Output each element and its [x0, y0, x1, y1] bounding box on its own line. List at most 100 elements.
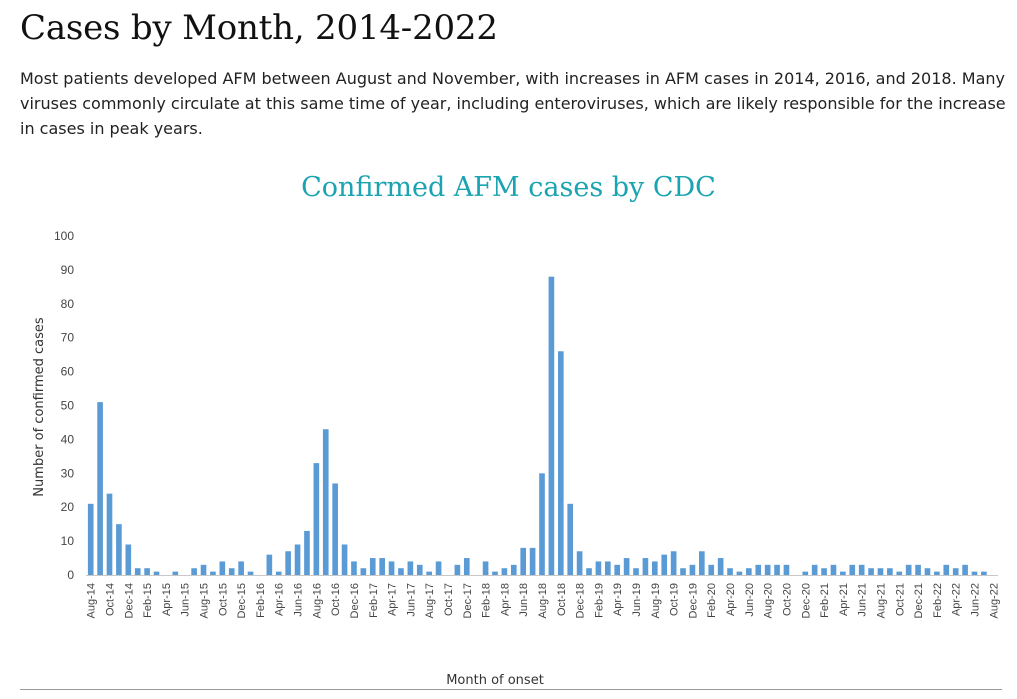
x-tick-label: Aug-16	[311, 583, 323, 618]
x-tick-label: Oct-14	[105, 583, 117, 616]
bar-Aug-21	[877, 568, 884, 575]
x-tick-label: Feb-16	[255, 583, 267, 618]
bar-Sep-20	[774, 564, 780, 575]
bar-Jan-16	[247, 571, 254, 575]
bar-May-21	[849, 564, 856, 575]
bar-Oct-16	[332, 483, 338, 575]
y-axis-label: Number of confirmed cases	[32, 317, 47, 497]
x-tick-label: Dec-17	[462, 583, 474, 618]
bar-Jul-17	[416, 564, 423, 575]
bar-May-15	[172, 571, 179, 575]
bar-Feb-19	[595, 561, 602, 575]
x-tick-label: Jun-20	[744, 583, 756, 617]
bar-May-19	[623, 558, 630, 575]
x-tick-label: Feb-20	[706, 583, 718, 618]
bar-Mar-21	[830, 564, 837, 575]
bar-Oct-21	[896, 571, 903, 575]
bar-Sep-19	[661, 554, 668, 575]
x-tick-label: Jun-16	[293, 583, 305, 617]
bar-Feb-17	[369, 558, 376, 575]
bar-Jul-16	[304, 530, 310, 575]
y-tick-label: 100	[54, 229, 74, 243]
x-tick-label: Feb-22	[932, 583, 944, 618]
bar-Jan-15	[134, 568, 141, 575]
bar-Dec-20	[802, 571, 809, 575]
bar-Dec-16	[351, 561, 357, 575]
bar-Sep-16	[322, 429, 329, 575]
y-tick-label: 40	[61, 432, 75, 446]
x-tick-label: Feb-19	[593, 583, 605, 618]
bar-Apr-22	[952, 568, 959, 575]
x-tick-label: Jun-22	[969, 583, 981, 617]
bar-Oct-19	[670, 551, 677, 575]
y-tick-label: 20	[61, 500, 75, 514]
y-tick-label: 90	[61, 263, 75, 277]
bar-Feb-18	[482, 561, 489, 575]
bar-Mar-20	[717, 558, 724, 575]
bar-Nov-15	[228, 568, 235, 575]
bar-Feb-22	[934, 571, 940, 575]
bar-Jul-18	[529, 547, 536, 575]
bar-Mar-17	[379, 558, 385, 575]
bar-Nov-14	[116, 524, 122, 575]
x-axis-label: Month of onset	[446, 673, 544, 688]
x-tick-label: Aug-22	[988, 583, 1000, 618]
bar-Nov-18	[567, 503, 574, 575]
x-tick-label: Jun-21	[857, 583, 869, 617]
x-tick-label: Apr-21	[838, 583, 850, 616]
x-tick-label: Jun-18	[518, 583, 530, 617]
bar-Sep-15	[210, 571, 216, 575]
bar-Jun-17	[407, 561, 414, 575]
y-tick-label: 0	[67, 568, 74, 582]
x-tick-label: Aug-19	[650, 583, 662, 618]
y-tick-label: 60	[61, 365, 75, 379]
x-tick-label: Aug-17	[424, 583, 436, 618]
bar-Oct-20	[783, 564, 790, 575]
bar-Jun-19	[633, 568, 639, 575]
x-tick-label: Apr-19	[612, 583, 624, 616]
bar-Mar-18	[492, 571, 498, 575]
bar-Dec-21	[915, 564, 921, 575]
x-tick-label: Oct-17	[443, 583, 455, 616]
x-tick-label: Feb-17	[368, 583, 380, 618]
x-tick-label: Feb-18	[481, 583, 493, 618]
bar-Mar-22	[943, 564, 950, 575]
intro-paragraph: Most patients developed AFM between Augu…	[20, 69, 1006, 138]
x-tick-label: Jun-17	[405, 583, 417, 617]
x-tick-label: Aug-15	[199, 583, 211, 618]
x-tick-label: Apr-17	[387, 583, 399, 616]
x-axis-ticks: Aug-14 Oct-14 Dec-14 Feb-15 Apr-15 Jun-15 Aug-…	[86, 583, 1001, 618]
bar-Dec-19	[689, 564, 696, 575]
x-tick-label: Oct-15	[217, 583, 229, 616]
chart-title: Confirmed AFM cases by CDC	[301, 172, 716, 203]
bar-Aug-14	[87, 503, 94, 575]
bar-Jan-22	[924, 568, 931, 575]
x-tick-label: Oct-18	[556, 583, 568, 616]
bar-Dec-17	[463, 558, 470, 575]
y-tick-label: 50	[61, 399, 75, 413]
x-tick-label: Apr-15	[161, 583, 173, 616]
bar-Aug-16	[313, 463, 320, 575]
x-tick-label: Aug-18	[537, 583, 549, 618]
bar-Jul-15	[191, 568, 197, 575]
x-tick-label: Oct-16	[330, 583, 342, 616]
y-tick-label: 80	[61, 297, 75, 311]
bar-Apr-16	[275, 571, 282, 575]
bar-May-20	[736, 571, 743, 575]
bar-Oct-15	[219, 561, 226, 575]
y-tick-label: 10	[61, 534, 75, 548]
bar-Sep-21	[887, 568, 893, 575]
x-tick-label: Dec-16	[349, 583, 361, 618]
bar-Jul-22	[981, 571, 987, 575]
page-title: Cases by Month, 2014-2022	[20, 8, 498, 48]
bar-Feb-15	[144, 568, 150, 575]
bar-Aug-18	[539, 473, 545, 575]
bar-Nov-21	[905, 564, 912, 575]
bar-Oct-14	[106, 493, 113, 575]
bar-Mar-19	[604, 561, 611, 575]
y-axis-ticks: 0 10 20 30 40 50 60 70 80 90 100	[54, 229, 74, 582]
x-tick-label: Apr-20	[725, 583, 737, 616]
bar-Dec-18	[576, 551, 583, 575]
x-tick-label: Aug-20	[763, 583, 775, 618]
